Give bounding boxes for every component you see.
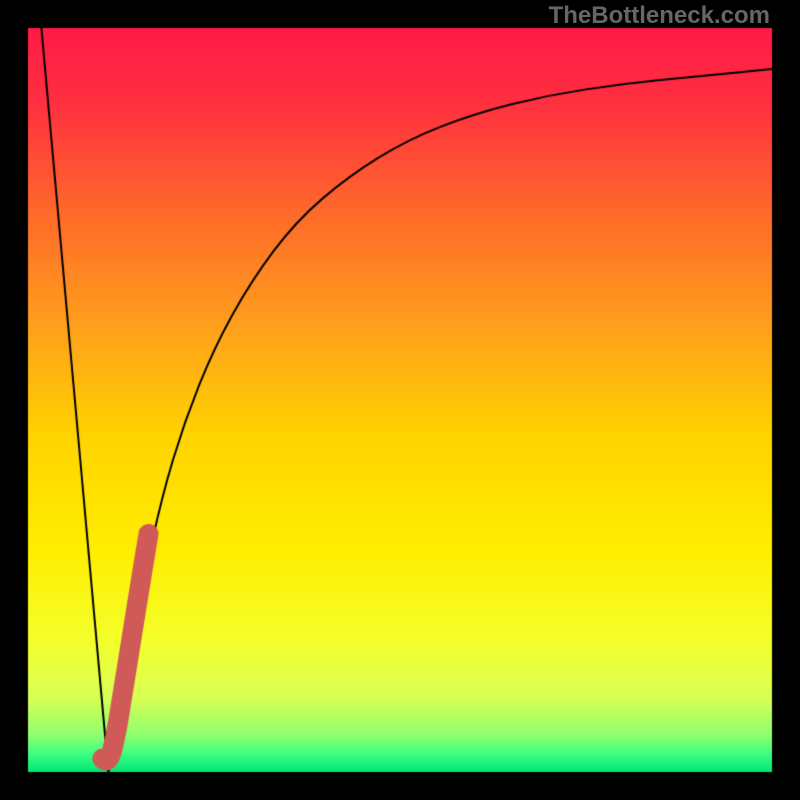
watermark-text: TheBottleneck.com — [549, 2, 770, 30]
chart-canvas — [0, 0, 800, 800]
chart-stage: TheBottleneck.com — [0, 0, 800, 800]
